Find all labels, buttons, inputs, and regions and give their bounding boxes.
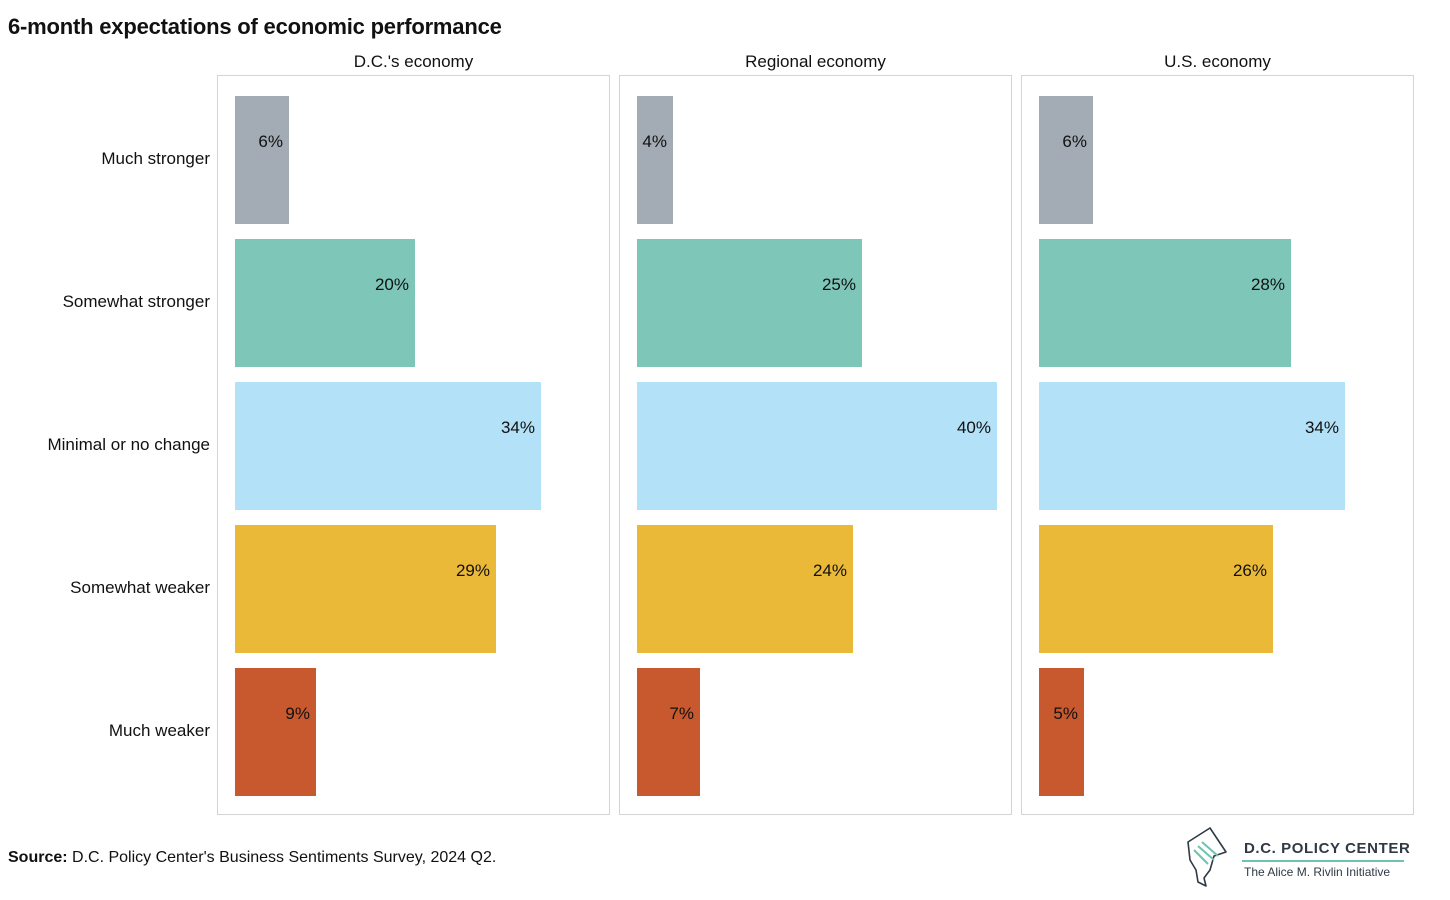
logo-subtitle: The Alice M. Rivlin Initiative — [1244, 865, 1391, 879]
data-label: 29% — [455, 561, 490, 580]
panel-frame — [217, 75, 610, 815]
panel-title: U.S. economy — [1164, 52, 1271, 71]
logo-rule — [1242, 860, 1404, 862]
policy-center-logo: D.C. POLICY CENTER The Alice M. Rivlin I… — [1180, 826, 1420, 890]
panel-frame — [619, 75, 1012, 815]
panel-frame — [1021, 75, 1414, 815]
bar: 6% — [1039, 96, 1093, 224]
data-label: 34% — [1304, 418, 1339, 437]
bar: 24% — [637, 525, 853, 653]
bar: 28% — [1039, 239, 1291, 367]
source-note: Source: D.C. Policy Center's Business Se… — [8, 849, 496, 867]
bar: 9% — [235, 668, 316, 796]
data-label: 24% — [812, 561, 847, 580]
bar: 26% — [1039, 525, 1273, 653]
data-label: 6% — [258, 132, 283, 151]
data-label: 6% — [1062, 132, 1087, 151]
logo-name: D.C. POLICY CENTER — [1244, 840, 1411, 857]
data-label: 20% — [374, 275, 409, 294]
data-label: 28% — [1250, 275, 1285, 294]
bar: 20% — [235, 239, 415, 367]
panel-title: D.C.'s economy — [353, 52, 474, 71]
category-label: Much stronger — [101, 149, 210, 168]
category-label: Somewhat weaker — [70, 578, 210, 597]
bar: 40% — [637, 382, 997, 510]
data-label: 4% — [642, 132, 667, 151]
data-label: 34% — [500, 418, 535, 437]
category-label: Minimal or no change — [47, 435, 210, 454]
data-label: 25% — [821, 275, 856, 294]
bar: 7% — [637, 668, 700, 796]
bar: 6% — [235, 96, 289, 224]
source-text: D.C. Policy Center's Business Sentiments… — [67, 849, 497, 866]
data-label: 9% — [285, 704, 310, 723]
bar: 5% — [1039, 668, 1084, 796]
data-label: 7% — [669, 704, 694, 723]
chart-title: 6-month expectations of economic perform… — [8, 14, 502, 39]
panel-title: Regional economy — [745, 52, 886, 71]
category-label: Much weaker — [108, 721, 210, 740]
category-label: Somewhat stronger — [62, 292, 210, 311]
dc-map-icon — [1187, 827, 1227, 887]
bar: 29% — [235, 525, 496, 653]
bar: 34% — [1039, 382, 1345, 510]
source-label: Source: — [8, 849, 68, 866]
data-label: 40% — [956, 418, 991, 437]
data-label: 26% — [1232, 561, 1267, 580]
bar: 4% — [637, 96, 673, 224]
bar: 25% — [637, 239, 862, 367]
data-label: 5% — [1053, 704, 1078, 723]
bar: 34% — [235, 382, 541, 510]
